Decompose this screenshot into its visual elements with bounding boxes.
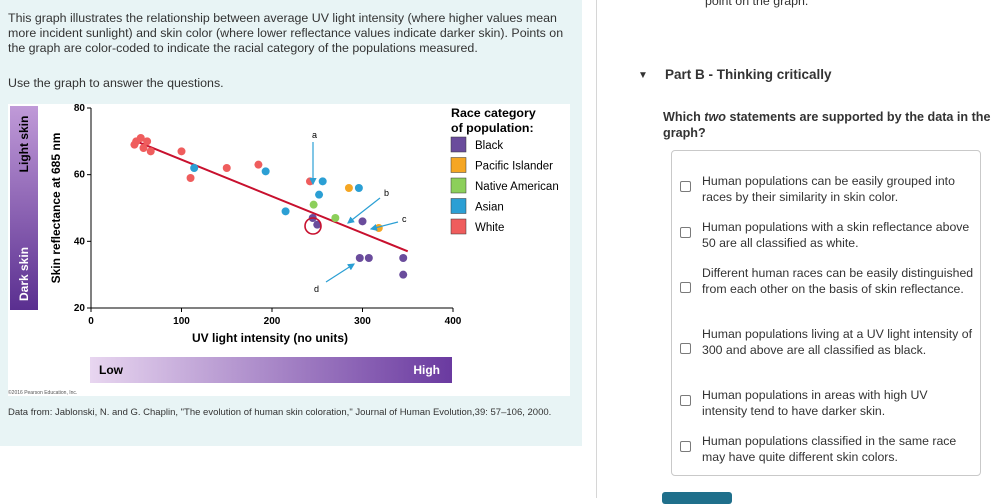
data-point (222, 164, 231, 172)
y-tick-label: 20 (74, 303, 86, 314)
source-text: Data from: Jablonski, N. and G. Chaplin,… (8, 407, 552, 418)
y-tick-label: 80 (74, 104, 86, 114)
data-point (177, 147, 186, 156)
question-text: Which two statements are supported by th… (663, 110, 991, 140)
data-point (344, 184, 353, 192)
submit-button[interactable] (662, 492, 732, 504)
scatter-chart: Light skin Dark skin Skin reflectance at… (8, 104, 559, 396)
x-tick-label: 0 (88, 316, 94, 327)
annotation-a: a (312, 130, 317, 140)
legend-swatch (450, 198, 467, 214)
legend: Black Pacific Islander Native American Asia… (450, 136, 559, 235)
high-label: High (413, 363, 440, 377)
data-point (399, 270, 408, 279)
option-4-checkbox[interactable] (680, 343, 691, 354)
legend-swatch (450, 218, 467, 235)
light-skin-label: Light skin (17, 116, 31, 173)
options-box: Human populations can be easily grouped … (671, 150, 981, 476)
x-axis-label: UV light intensity (no units) (192, 331, 348, 345)
legend-swatch (450, 136, 467, 153)
annotation-c: c (402, 214, 407, 224)
legend-label: Black (475, 140, 503, 152)
data-point (309, 200, 318, 209)
legend-label: Pacific Islander (475, 161, 553, 173)
highlight-circle (304, 217, 322, 235)
skin-gradient-bar (10, 106, 38, 310)
data-point (318, 177, 327, 186)
data-point (355, 254, 364, 262)
data-point (254, 160, 263, 169)
data-point (315, 190, 324, 199)
y-tick-label: 60 (74, 170, 86, 181)
data-point (358, 217, 367, 226)
option-6-checkbox[interactable] (680, 441, 691, 452)
y-tick-label: 40 (74, 236, 86, 247)
uv-gradient-bar (90, 357, 452, 383)
panel-divider (596, 0, 597, 498)
legend-label: White (475, 222, 504, 234)
data-point (136, 134, 145, 142)
x-tick-label: 100 (173, 316, 190, 327)
legend-swatch (450, 177, 467, 194)
low-label: Low (99, 363, 124, 377)
data-point (143, 137, 152, 146)
data-point (313, 220, 322, 229)
option-1-checkbox[interactable] (680, 181, 691, 192)
option-2-checkbox[interactable] (680, 227, 691, 238)
option-5-checkbox[interactable] (680, 395, 691, 406)
legend-label: Asian (475, 202, 504, 214)
legend-swatch (450, 157, 467, 173)
annotation-d: d (314, 284, 319, 294)
trend-line (135, 140, 409, 253)
cut-off-text: point on the graph. (705, 0, 809, 8)
data-point (331, 214, 340, 222)
intro-text: This graph illustrates the relationship … (8, 11, 564, 55)
x-tick-label: 200 (264, 316, 281, 327)
data-point (399, 254, 408, 262)
y-axis-label: Skin reflectance at 685 nm (49, 133, 63, 284)
legend-label: Native American (475, 181, 559, 193)
use-graph-text: Use the graph to answer the questions. (8, 76, 224, 90)
data-point (139, 144, 148, 152)
y-ticks: 20 40 60 80 (74, 104, 91, 314)
x-tick-label: 300 (354, 316, 371, 327)
arrow-b (347, 197, 381, 224)
annotation-b: b (384, 188, 389, 198)
option-5-text: Human populations in areas with high UV … (702, 388, 928, 418)
data-point (146, 147, 155, 156)
option-3-checkbox[interactable] (680, 282, 691, 293)
x-tick-label: 400 (445, 316, 462, 327)
option-6-text: Human populations classified in the same… (702, 434, 957, 464)
data-points (130, 134, 408, 279)
option-1-text: Human populations can be easily grouped … (702, 174, 955, 204)
data-point (281, 207, 290, 216)
data-point (364, 254, 373, 262)
arrow-c (369, 221, 399, 231)
dark-skin-label: Dark skin (17, 247, 31, 301)
data-point (190, 164, 199, 172)
data-point (354, 184, 363, 192)
graph-figure: Light skin Dark skin Skin reflectance at… (8, 104, 570, 396)
data-point (130, 140, 139, 149)
option-4-text: Human populations living at a UV light i… (702, 327, 972, 357)
data-point (186, 174, 195, 182)
option-3-text: Different human races can be easily dist… (702, 266, 974, 296)
x-ticks: 0 100 200 300 400 (88, 308, 462, 327)
collapse-caret-icon[interactable]: ▼ (638, 70, 648, 81)
copyright-text: ©2016 Pearson Education, Inc. (8, 389, 77, 396)
option-2-text: Human populations with a skin reflectanc… (702, 220, 970, 250)
data-point (261, 167, 270, 176)
figure-panel: This graph illustrates the relationship … (0, 0, 582, 446)
arrow-d (325, 263, 356, 283)
part-title[interactable]: Part B - Thinking critically (665, 67, 832, 82)
legend-title: Race category of population: (451, 106, 539, 135)
